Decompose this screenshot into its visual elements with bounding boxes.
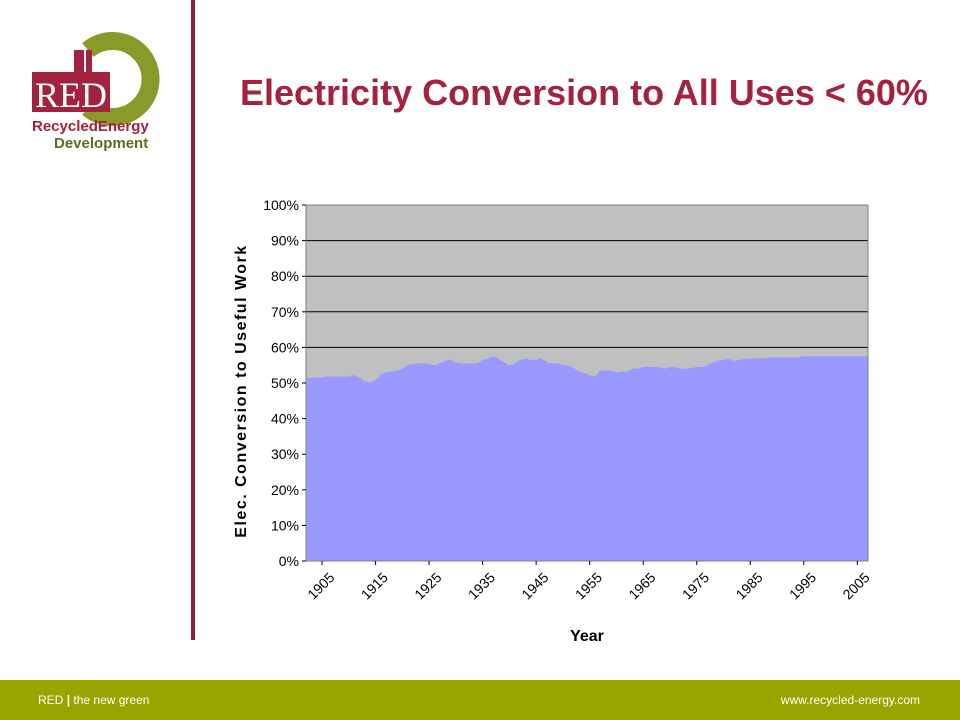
x-tick-label: 1965 [625, 569, 658, 602]
y-tick-label: 60% [271, 339, 299, 355]
x-tick-label: 1945 [518, 569, 551, 602]
y-tick-label: 90% [271, 233, 299, 249]
y-tick-label: 80% [271, 268, 299, 284]
footer-brand: RED [38, 693, 64, 707]
logo-line2: Development [54, 135, 148, 152]
x-tick-label: 1935 [465, 569, 498, 602]
y-axis-label: Elec. Conversion to Useful Work [233, 244, 250, 537]
logo-chimney-icon [86, 50, 92, 76]
x-axis-label: Year [570, 628, 604, 645]
y-tick-label: 0% [279, 553, 299, 569]
logo-ring-icon [82, 32, 160, 126]
x-tick-label: 1905 [304, 569, 337, 602]
y-tick-label: 50% [271, 375, 299, 391]
footer: RED | the new green www.recycled-energy.… [0, 680, 960, 720]
x-tick-label: 1985 [732, 569, 765, 602]
vertical-divider [191, 0, 195, 640]
y-tick-label: 30% [271, 446, 299, 462]
x-tick-label: 1955 [572, 569, 605, 602]
x-tick-label: 1925 [411, 569, 444, 602]
y-tick-label: 10% [271, 517, 299, 533]
red-logo: RED RecycledEnergy Development [32, 32, 160, 152]
y-tick-label: 20% [271, 482, 299, 498]
x-tick-label: 1975 [679, 569, 712, 602]
page-title: Electricity Conversion to All Uses < 60% [240, 72, 928, 113]
y-axis: 0% 10% 20% 30% 40% 50% 60% 70% 80% 90% 100% [263, 197, 306, 569]
logo-line1: RecycledEnergy [32, 118, 149, 135]
series-area [306, 356, 868, 561]
footer-url[interactable]: www.recycled-energy.com [780, 693, 920, 707]
area-chart: 0%10%20%30%40%50%60%70%80%90%100% 1905 19… [233, 197, 873, 645]
logo-mark-text: RED [35, 75, 107, 115]
logo-chimney-icon [74, 50, 84, 76]
y-tick-label: 100% [263, 197, 299, 213]
x-axis: 1905 1915 1925 1935 1945 1955 1965 1975 1985 1995… [304, 561, 873, 603]
y-tick-label: 70% [271, 304, 299, 320]
y-tick-label: 40% [271, 411, 299, 427]
footer-tagline: the new green [73, 693, 150, 707]
x-tick-label: 2005 [839, 569, 872, 602]
x-tick-label: 1915 [358, 569, 391, 602]
x-tick-label: 1995 [786, 569, 819, 602]
footer-brand-line: RED | the new green [38, 693, 149, 707]
footer-separator: | [66, 693, 71, 707]
